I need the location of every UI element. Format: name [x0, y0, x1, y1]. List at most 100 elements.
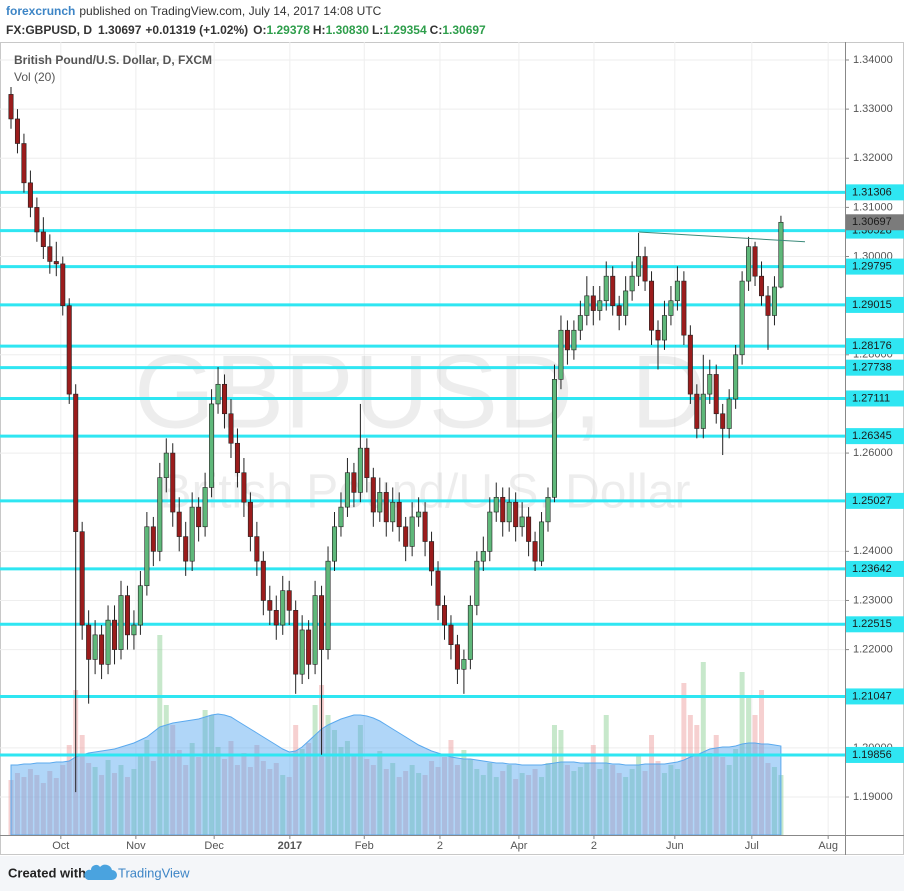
volume-bar	[532, 769, 538, 835]
level-label: 1.28176	[852, 340, 892, 352]
candle-body	[765, 295, 771, 316]
volume-bar	[765, 763, 771, 835]
volume-bar	[506, 765, 512, 835]
volume-bar	[377, 751, 383, 835]
candle-body	[726, 398, 732, 429]
volume-bar	[215, 747, 221, 835]
candle-body	[312, 595, 318, 665]
candle-body	[280, 590, 286, 626]
candle-body	[409, 516, 415, 547]
volume-bar	[92, 767, 98, 835]
volume-bar	[383, 769, 389, 835]
volume-bar	[357, 725, 363, 835]
field-value: 1.29354	[383, 23, 427, 37]
volume-bar	[319, 685, 325, 835]
volume-bar	[280, 775, 286, 835]
candle-body	[681, 280, 687, 336]
candle-body	[739, 280, 745, 356]
volume-bar	[551, 725, 557, 835]
candle-body	[778, 221, 784, 288]
publish-line: forexcrunch published on TradingView.com,…	[6, 4, 382, 18]
candle-body	[668, 300, 674, 316]
level-label-box	[846, 688, 904, 705]
legend-title: British Pound/U.S. Dollar, D, FXCM	[14, 53, 212, 67]
candle-body	[163, 452, 169, 478]
level-label-box	[846, 560, 904, 577]
candle-body	[21, 143, 27, 184]
candle-body	[629, 275, 635, 292]
volume-bar	[700, 662, 706, 835]
publisher[interactable]: forexcrunch	[6, 4, 75, 18]
volume-bar	[707, 753, 713, 835]
volume-bar	[454, 765, 460, 835]
quote-line: FX:GBPUSD, D 1.30697 +0.01319 (+1.02%) O:1.…	[6, 23, 486, 37]
candle-body	[435, 570, 441, 606]
candle-body	[493, 496, 499, 513]
candle-body	[636, 256, 642, 277]
volume-bar	[241, 753, 247, 835]
candle-body	[597, 300, 603, 311]
candle-body	[351, 472, 357, 493]
volume-bar	[429, 761, 435, 835]
candle-body	[247, 501, 253, 537]
volume-bar	[564, 765, 570, 835]
volume-bar	[60, 765, 66, 835]
candle-body	[584, 295, 590, 316]
candle-body	[759, 275, 765, 297]
candle-body	[202, 487, 208, 528]
field-value: 1.29378	[267, 23, 311, 37]
level-label: 1.25027	[852, 495, 892, 507]
volume-bar	[623, 777, 629, 835]
candle-body	[661, 315, 667, 341]
candle-body	[448, 624, 454, 645]
candle-body	[137, 585, 143, 626]
candle-body	[27, 182, 33, 208]
candle-body	[642, 256, 648, 282]
candle-body	[487, 511, 493, 552]
volume-bar	[137, 755, 143, 835]
footer-brand[interactable]: TradingView	[118, 865, 190, 880]
candle-body	[551, 379, 557, 498]
volume-bar	[687, 715, 693, 835]
candle-body	[694, 393, 700, 429]
candle-body	[14, 118, 20, 144]
volume-bar	[351, 755, 357, 835]
volume-bar	[364, 759, 370, 835]
candle-body	[422, 511, 428, 542]
y-tick-label: 1.22000	[853, 644, 893, 656]
candle-body	[603, 275, 609, 302]
candle-body	[733, 354, 739, 400]
volume-bar	[771, 767, 777, 835]
volume-bar	[474, 769, 480, 835]
level-label: 1.21047	[852, 690, 892, 702]
volume-bar	[66, 745, 72, 835]
tradingview-logo[interactable]	[84, 864, 117, 880]
candle-body	[273, 610, 279, 626]
candle-body	[131, 624, 137, 636]
candle-body	[34, 207, 40, 233]
candle-body	[441, 605, 447, 626]
candle-body	[293, 610, 299, 675]
volume-bar	[396, 777, 402, 835]
field-label: O:	[253, 23, 266, 37]
volume-bar	[571, 771, 577, 835]
candle-body	[286, 590, 292, 611]
field-label: C:	[430, 23, 443, 37]
volume-ma-area	[10, 713, 782, 836]
level-label: 1.27738	[852, 362, 892, 374]
volume-bar	[545, 763, 551, 835]
candle-body	[124, 595, 130, 636]
volume-bar	[519, 773, 525, 835]
y-tick-label: 1.33000	[853, 103, 893, 115]
change: +0.01319 (+1.02%)	[145, 23, 248, 37]
level-label-box	[846, 616, 904, 633]
candle-body	[331, 526, 337, 562]
volume-bar	[163, 705, 169, 835]
volume-bar	[299, 749, 305, 835]
y-tick-label: 1.24000	[853, 545, 893, 557]
volume-bar	[435, 767, 441, 835]
volume-bar	[293, 725, 299, 835]
candle-body	[403, 526, 409, 547]
x-tick-label: Feb	[355, 840, 374, 852]
